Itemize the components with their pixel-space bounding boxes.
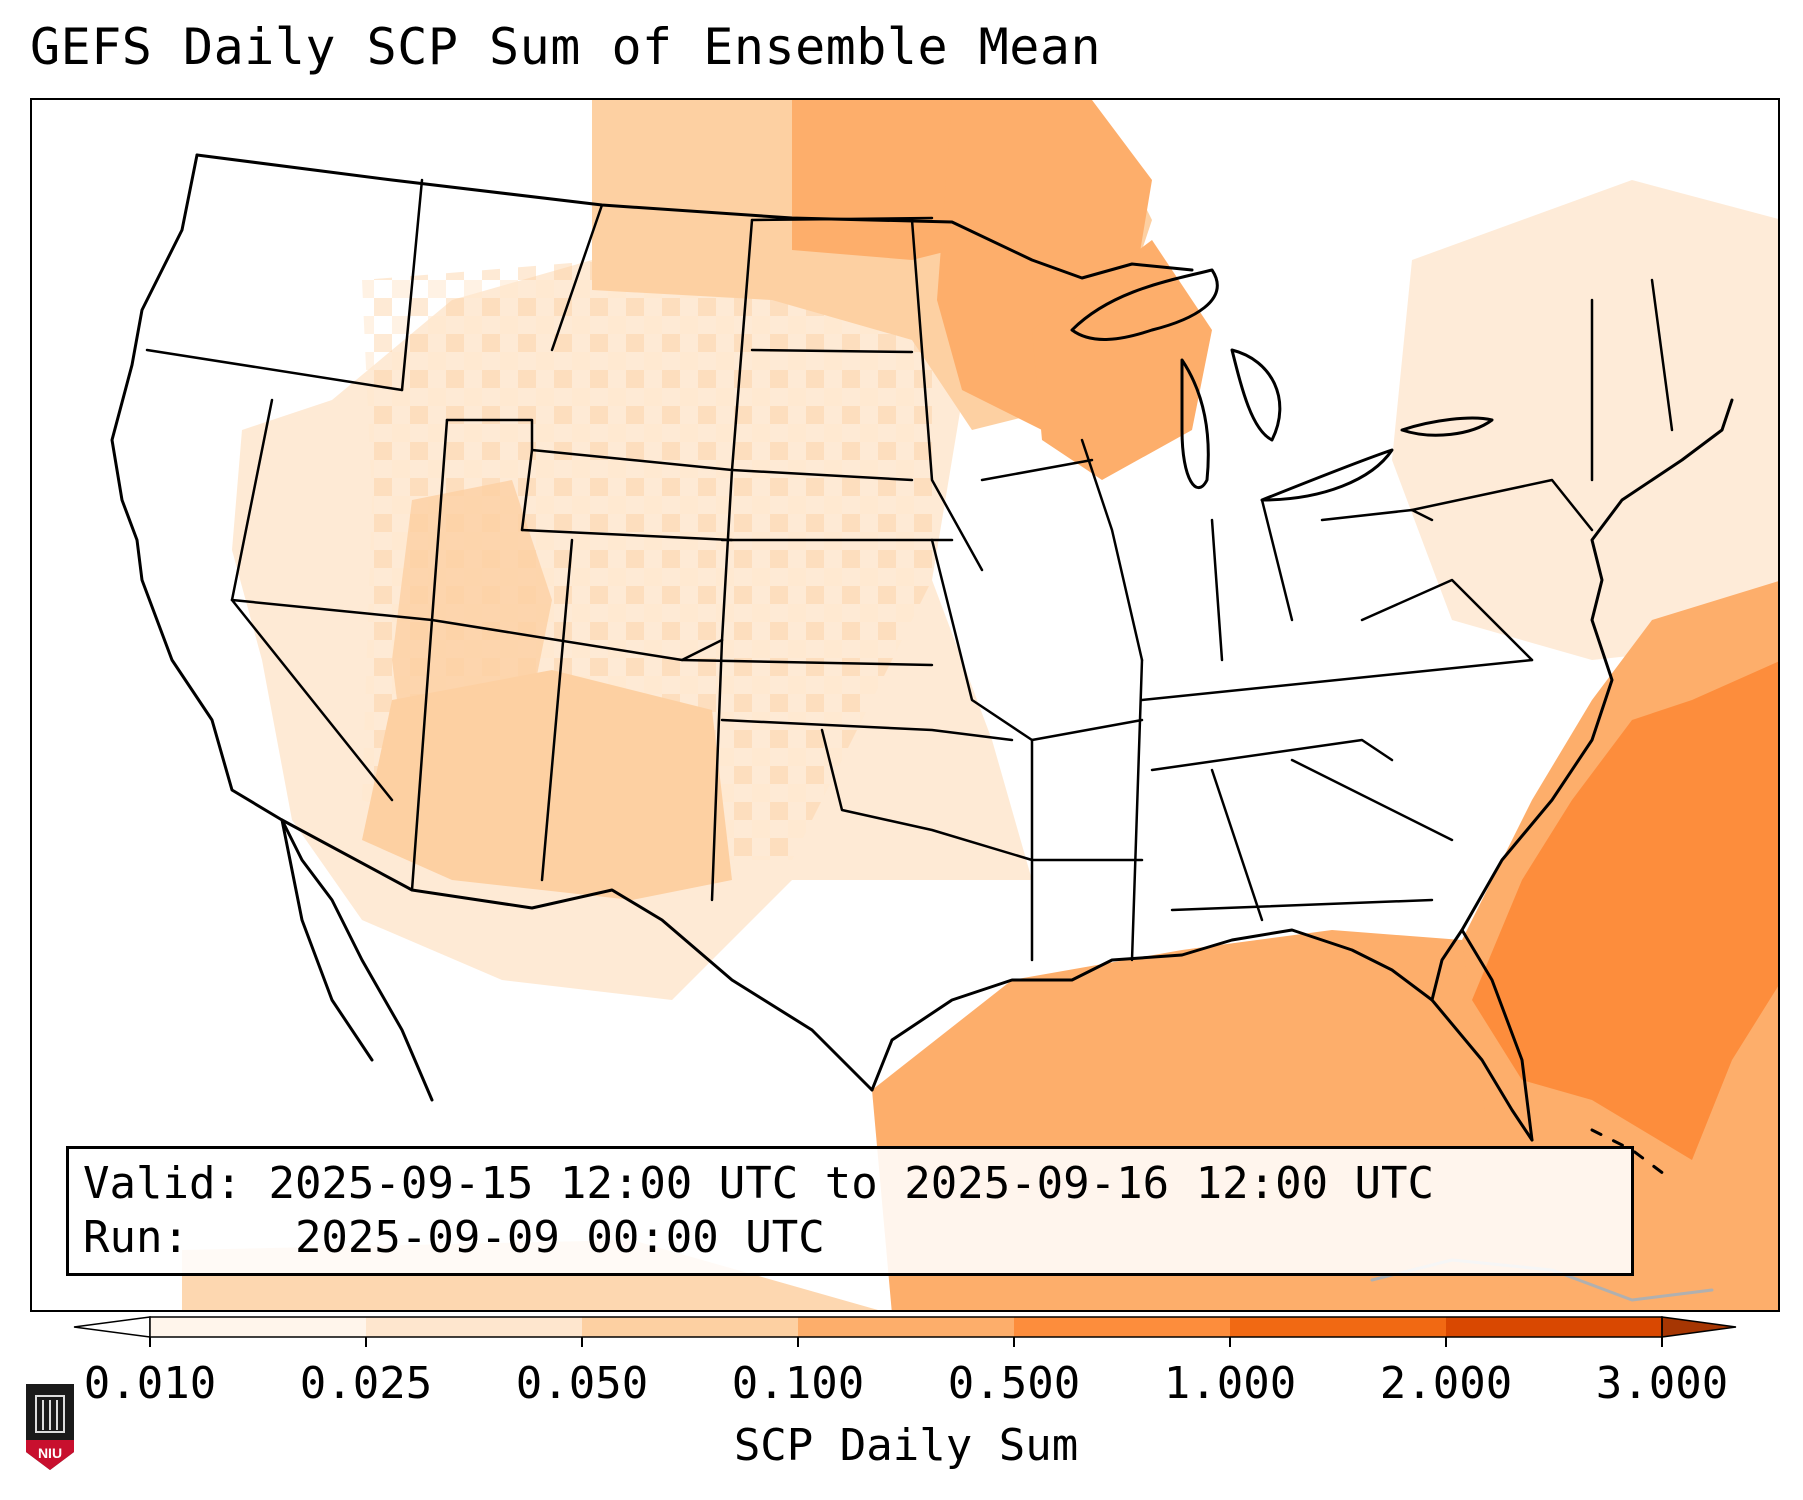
valid-time: 2025-09-15 12:00 UTC to 2025-09-16 12:00… (268, 1158, 1435, 1209)
niu-logo-text: NIU (38, 1445, 62, 1461)
shade-utah-az (392, 480, 552, 820)
run-label: Run: (83, 1212, 189, 1263)
colorbar-tick-label: 1.000 (1163, 1358, 1297, 1409)
colorbar-segment (366, 1317, 583, 1337)
colorbar-tick-label: 3.000 (1595, 1358, 1729, 1409)
colorbar-segment (582, 1317, 799, 1337)
lake-michigan (1180, 358, 1210, 489)
lake-huron (1230, 348, 1282, 442)
lake-superior (1070, 268, 1219, 341)
state-borders (145, 178, 1674, 962)
colorbar-tick-label: 0.500 (947, 1358, 1081, 1409)
colorbar-label: SCP Daily Sum (733, 1420, 1079, 1471)
valid-run-info-box: Valid: 2025-09-15 12:00 UTC to 2025-09-1… (66, 1146, 1634, 1276)
baja-coast (280, 818, 374, 1062)
shade-northeast (1392, 180, 1778, 660)
bahamas (1590, 1128, 1674, 1182)
colorbar (73, 1316, 1737, 1347)
colorbar-segment (1014, 1317, 1231, 1337)
niu-logo: NIU (26, 1384, 74, 1470)
map-outlines (110, 153, 1734, 1302)
map-panel (30, 98, 1780, 1312)
colorbar-segment (1230, 1317, 1447, 1337)
east-coast (1460, 398, 1734, 932)
scp-shading (182, 100, 1778, 1310)
colorbar-tick-label: 2.000 (1379, 1358, 1513, 1409)
colorbar-under-arrow (73, 1316, 151, 1338)
gulf-coast (870, 928, 1534, 1142)
colorbar-tick-label: 0.050 (515, 1358, 649, 1409)
colorbar-tick-label: 0.100 (731, 1358, 865, 1409)
colorbar-outline (149, 1316, 1663, 1338)
us-canada-border (195, 153, 1194, 280)
run-time: 2025-09-09 00:00 UTC (294, 1212, 825, 1263)
colorbar-segment (798, 1317, 1015, 1337)
colorbar-segment (1446, 1317, 1663, 1337)
colorbar-tick-label: 0.010 (83, 1358, 217, 1409)
colorbar-segment (150, 1317, 367, 1337)
shade-wisconsin (1032, 240, 1212, 480)
map-canvas (110, 100, 1778, 1310)
lake-ontario (1400, 416, 1494, 437)
colorbar-over-arrow (1661, 1316, 1737, 1338)
lake-erie (1260, 448, 1394, 502)
west-coast (110, 153, 434, 1102)
florida-coast (1430, 928, 1534, 1142)
colorbar-tick-label: 0.025 (299, 1358, 433, 1409)
us-mexico-border (280, 818, 874, 1092)
page-title: GEFS Daily SCP Sum of Ensemble Mean (30, 18, 1102, 76)
shade-atlantic-core (1472, 661, 1778, 1160)
valid-label: Valid: (83, 1158, 242, 1209)
